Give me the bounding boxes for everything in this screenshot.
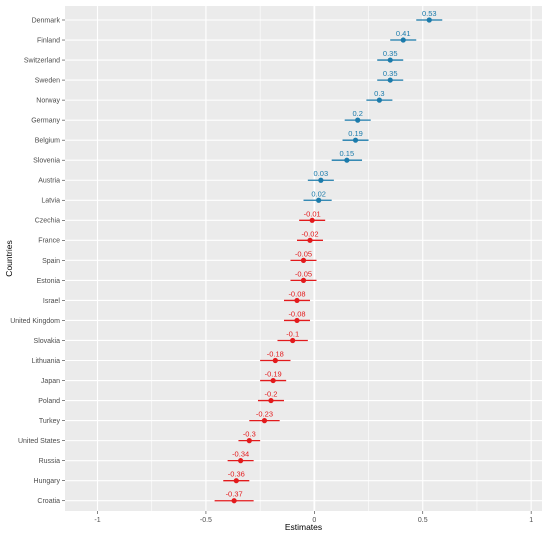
estimate-point <box>400 37 406 43</box>
minor-gridlines <box>151 6 478 511</box>
estimate-point <box>387 57 393 63</box>
estimate-point <box>355 117 361 123</box>
data-label: -0.23 <box>256 410 273 419</box>
y-axis-title: Countries <box>4 240 14 276</box>
estimate-point <box>387 77 393 83</box>
estimate-point <box>270 377 276 384</box>
data-label: -0.2 <box>265 390 278 399</box>
data-label: -0.19 <box>265 370 282 379</box>
x-axis-title: Estimates <box>285 522 322 532</box>
estimate-point <box>300 257 307 263</box>
estimate-point <box>261 418 268 424</box>
data-label: -0.02 <box>301 229 318 238</box>
estimate-marks: 0.53 0.41 0.35 0.35 0.3 0.2 0.19 0.15 0.03 0.02 -0… <box>214 9 443 504</box>
data-label: 0.53 <box>422 9 437 18</box>
y-tick-label: Russia <box>39 458 61 465</box>
data-label: -0.01 <box>304 209 321 218</box>
y-tick-label: Japan <box>41 378 60 385</box>
y-tick-label: Latvia <box>41 198 60 205</box>
data-label: -0.3 <box>243 430 256 439</box>
estimate-point <box>307 237 313 243</box>
y-tick-label: Slovenia <box>33 158 60 165</box>
y-tick-label: United States <box>18 438 61 445</box>
x-axis-ticks: -1 -0.5 0 0.5 1 <box>94 511 533 524</box>
data-label: -0.05 <box>295 269 312 278</box>
data-label: 0.02 <box>311 189 326 198</box>
data-label: -0.05 <box>295 249 312 258</box>
y-tick-label: Estonia <box>37 278 60 285</box>
y-axis-ticks: Denmark Finland Switzerland Sweden Norway Ger… <box>10 17 65 505</box>
data-label: -0.18 <box>267 350 284 359</box>
y-tick-label: Norway <box>36 98 60 105</box>
estimate-point <box>272 357 278 364</box>
y-tick-label: Czechia <box>35 218 60 225</box>
estimate-point <box>294 317 300 324</box>
x-tick-label: 0 <box>312 517 316 524</box>
y-tick-label: Israel <box>43 298 61 305</box>
data-label: 0.3 <box>374 89 384 98</box>
data-label: 0.35 <box>383 69 398 78</box>
data-label: 0.2 <box>352 109 362 118</box>
estimate-point <box>352 137 359 143</box>
estimate-point <box>426 17 432 23</box>
data-label: 0.35 <box>383 49 398 58</box>
y-tick-label: Turkey <box>39 418 61 425</box>
y-tick-label: Finland <box>37 37 60 44</box>
y-tick-label: Croatia <box>37 498 60 505</box>
x-tick-label: -0.5 <box>200 517 212 524</box>
estimate-point <box>231 498 237 504</box>
estimate-point <box>318 177 324 183</box>
y-tick-label: Denmark <box>32 17 61 24</box>
x-tick-label: 0.5 <box>418 517 428 524</box>
x-tick-label: 1 <box>529 517 533 524</box>
y-tick-label: Switzerland <box>24 57 60 64</box>
estimate-point <box>246 438 252 444</box>
data-label: -0.1 <box>286 329 299 338</box>
data-label: 0.15 <box>340 149 355 158</box>
estimate-point <box>268 397 274 404</box>
estimate-point <box>294 297 300 304</box>
data-label: -0.37 <box>226 490 243 499</box>
data-label: -0.36 <box>228 470 245 479</box>
y-tick-label: Germany <box>31 118 60 125</box>
y-tick-label: France <box>38 238 60 245</box>
estimate-point <box>376 97 382 103</box>
x-tick-label: -1 <box>94 517 100 524</box>
estimate-point <box>233 478 239 484</box>
data-label: 0.03 <box>314 169 329 178</box>
y-tick-label: Austria <box>38 178 60 185</box>
estimate-point <box>344 157 350 163</box>
estimate-point <box>300 277 307 283</box>
y-tick-label: United Kingdom <box>10 318 60 325</box>
data-label: 0.19 <box>348 129 363 138</box>
y-tick-label: Belgium <box>35 138 60 145</box>
y-tick-label: Slovakia <box>34 338 61 345</box>
y-tick-label: Spain <box>42 258 60 265</box>
y-tick-label: Lithuania <box>32 358 61 365</box>
y-tick-label: Hungary <box>34 478 61 485</box>
estimate-point <box>309 217 315 223</box>
estimate-point <box>238 458 244 464</box>
y-tick-label: Poland <box>38 398 60 405</box>
data-label: -0.08 <box>288 309 305 318</box>
data-label: -0.34 <box>232 450 249 459</box>
data-label: -0.08 <box>288 289 305 298</box>
estimate-point <box>316 197 322 203</box>
estimate-point <box>290 337 296 344</box>
data-label: 0.41 <box>396 29 411 38</box>
y-tick-label: Sweden <box>35 77 60 84</box>
